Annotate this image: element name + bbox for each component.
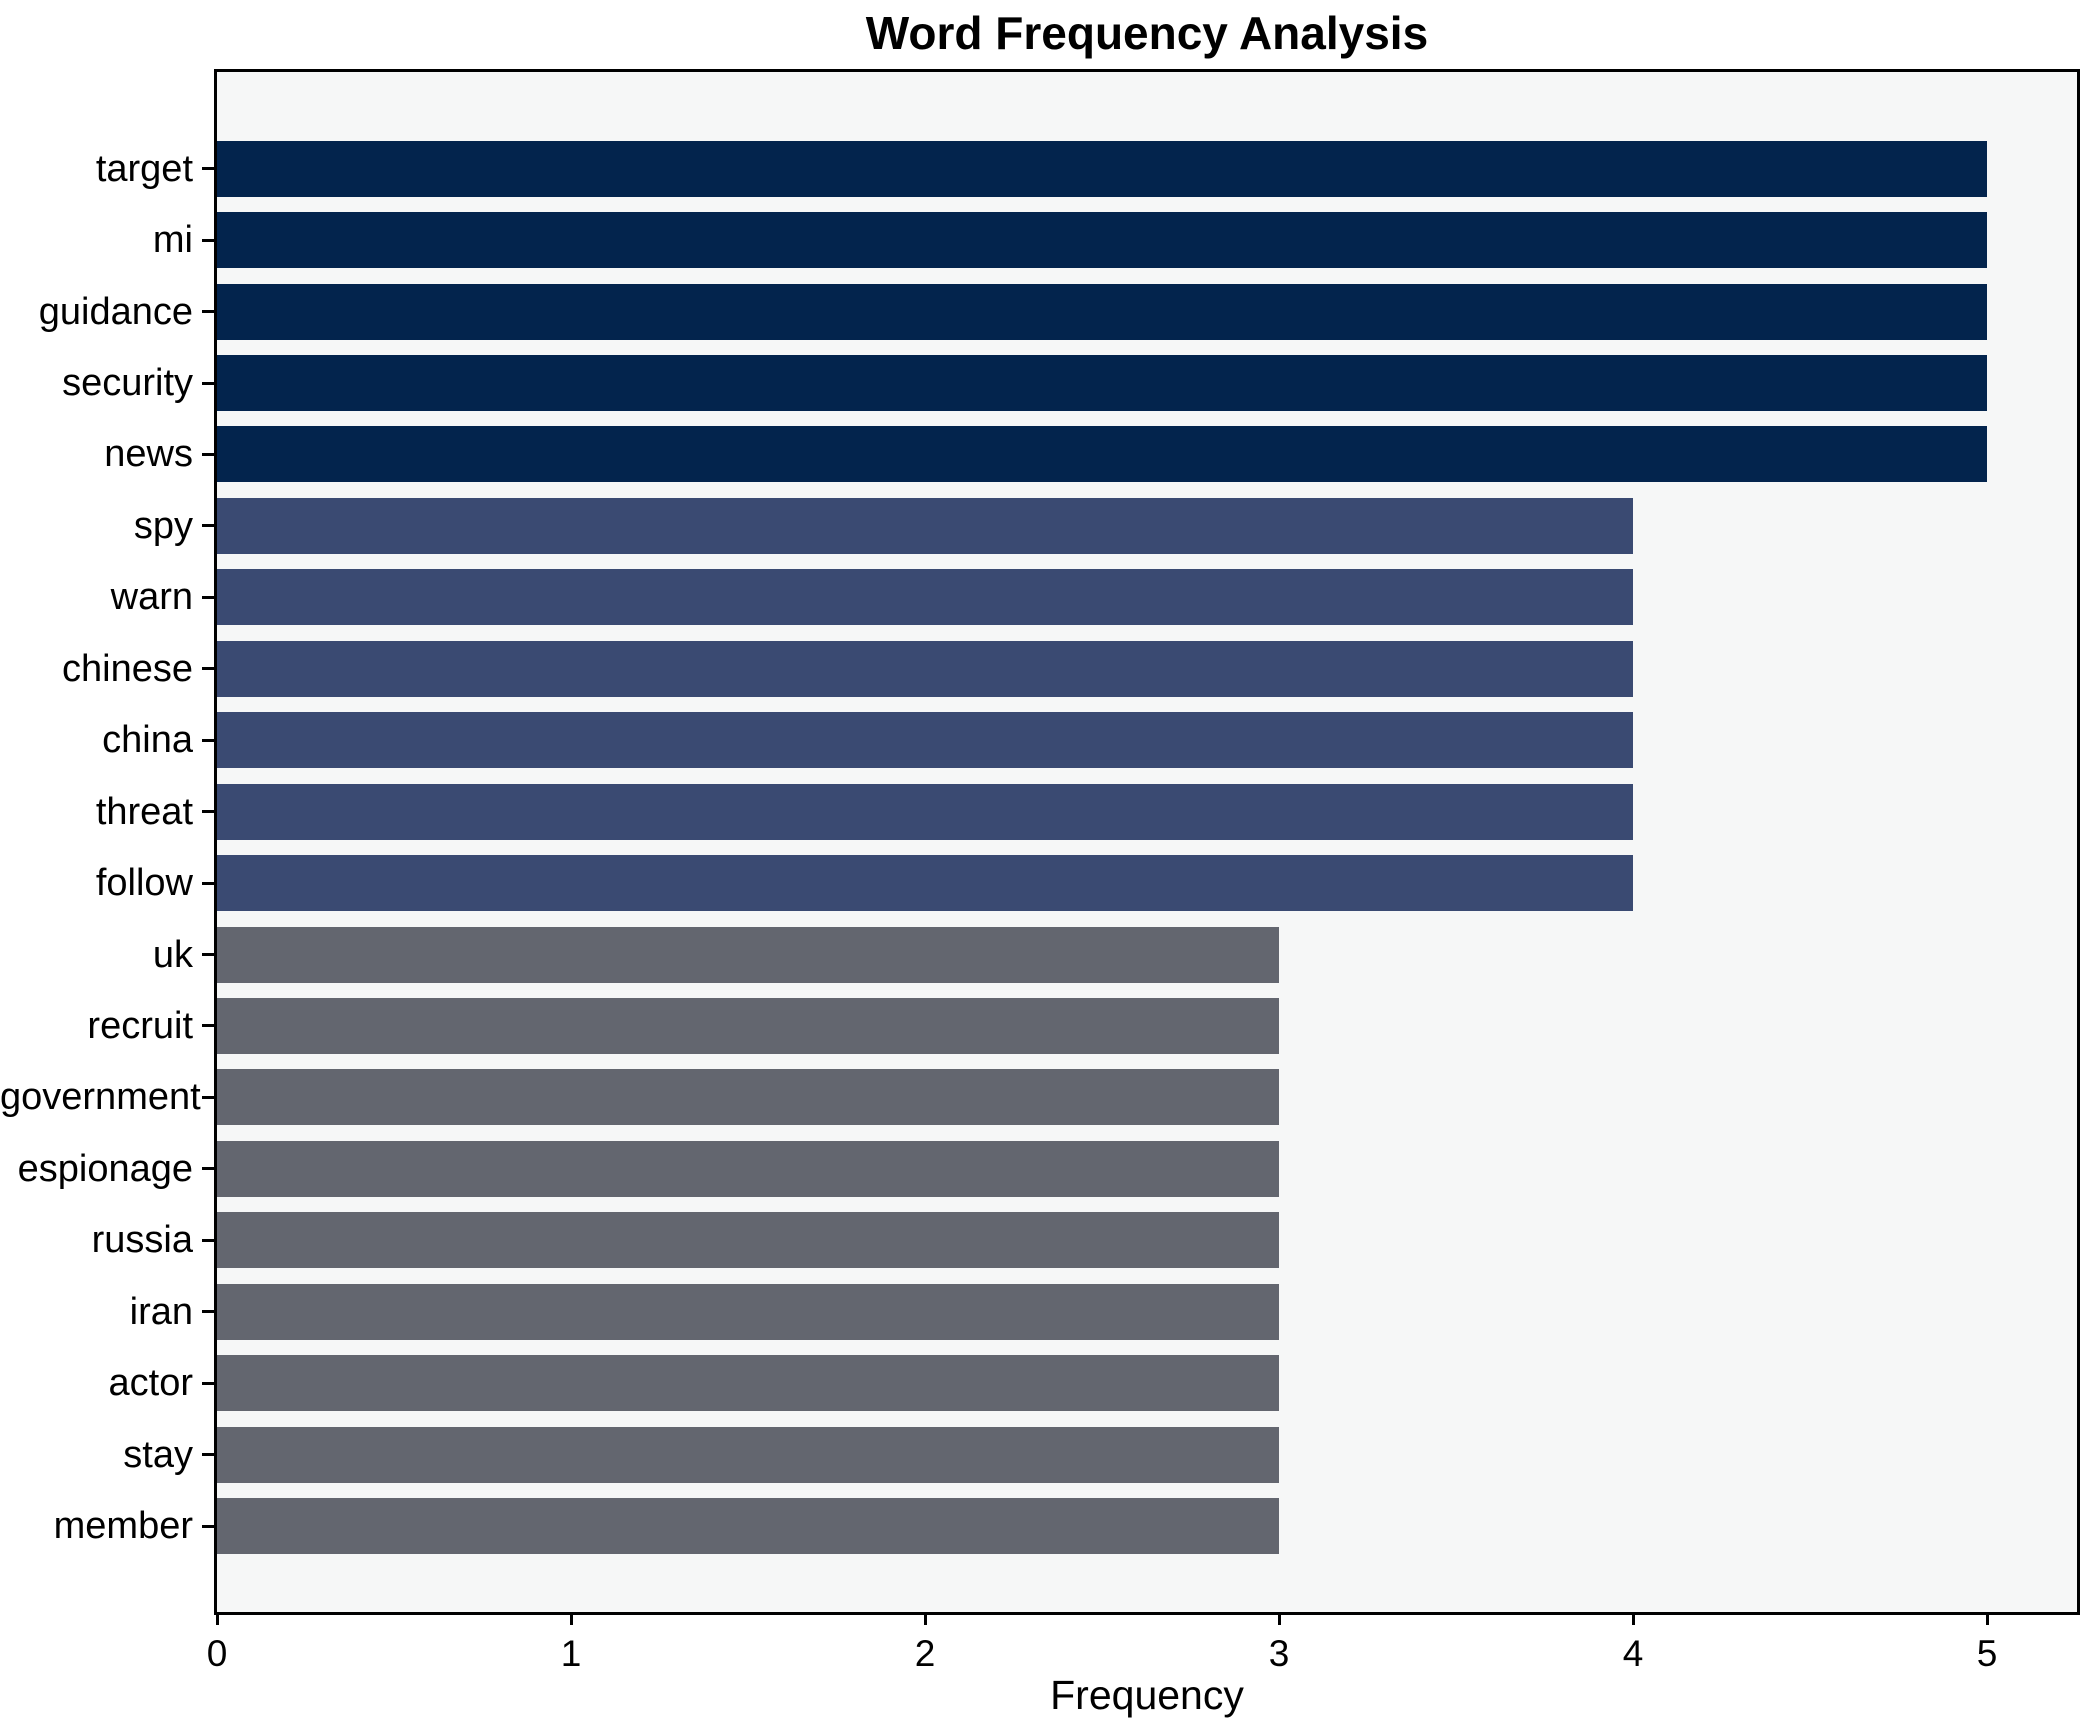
y-tick-label: government — [0, 1076, 201, 1119]
y-tick-mark — [202, 1024, 215, 1028]
y-tick-mark — [202, 667, 215, 671]
chart-title: Word Frequency Analysis — [865, 7, 1429, 59]
frequency-bar — [217, 497, 1633, 554]
frequency-bar — [217, 1140, 1279, 1197]
frequency-bar — [217, 426, 1987, 483]
y-tick-label: member — [53, 1505, 193, 1548]
frequency-bar — [217, 1498, 1279, 1555]
y-tick-mark — [202, 1524, 215, 1528]
bar-row: guidance — [0, 276, 2077, 347]
y-tick-label: recruit — [87, 1004, 193, 1047]
bar-row: mi — [0, 204, 2077, 275]
bar-row: espionage — [0, 1133, 2077, 1204]
y-tick-mark — [202, 524, 215, 528]
frequency-bar — [217, 1426, 1279, 1483]
x-tick-label: 4 — [1622, 1633, 1644, 1674]
y-tick-label: russia — [91, 1219, 193, 1262]
bar-row: uk — [0, 919, 2077, 990]
y-tick-label: actor — [108, 1362, 193, 1405]
frequency-bar — [217, 712, 1633, 769]
x-axis: 0 1 2 3 4 5 — [207, 1612, 2077, 1722]
y-tick-label: uk — [152, 933, 193, 976]
x-tick-label: 0 — [206, 1633, 228, 1674]
y-tick-mark — [202, 452, 215, 456]
y-tick-label: follow — [95, 862, 193, 905]
y-tick-label: target — [95, 147, 193, 190]
bar-row: security — [0, 347, 2077, 418]
y-tick-mark — [202, 1167, 215, 1171]
bar-row: recruit — [0, 990, 2077, 1061]
bar-row: china — [0, 705, 2077, 776]
bar-row: follow — [0, 847, 2077, 918]
bar-row: russia — [0, 1205, 2077, 1276]
y-tick-label: spy — [133, 504, 193, 547]
y-tick-label: iran — [129, 1290, 193, 1333]
bar-row: stay — [0, 1419, 2077, 1490]
bar-row: actor — [0, 1347, 2077, 1418]
bar-row: member — [0, 1490, 2077, 1561]
x-tick-label: 5 — [1976, 1633, 1998, 1674]
x-tick-mark — [569, 1612, 573, 1625]
y-tick-label: stay — [123, 1433, 193, 1476]
frequency-bar — [217, 1069, 1279, 1126]
y-tick-mark — [202, 310, 215, 314]
frequency-bar — [217, 355, 1987, 412]
y-tick-label: news — [104, 433, 193, 476]
x-axis-label: Frequency — [1050, 1672, 1244, 1718]
y-tick-label: warn — [110, 576, 193, 619]
y-tick-mark — [202, 1310, 215, 1314]
y-tick-mark — [202, 881, 215, 885]
y-tick-mark — [202, 810, 215, 814]
y-tick-mark — [202, 953, 215, 957]
x-tick-label: 2 — [914, 1633, 936, 1674]
x-tick-mark — [1985, 1612, 1989, 1625]
bar-row: spy — [0, 490, 2077, 561]
bar-row: chinese — [0, 633, 2077, 704]
frequency-bar — [217, 212, 1987, 269]
y-tick-mark — [202, 1238, 215, 1242]
y-tick-mark — [202, 381, 215, 385]
frequency-bar — [217, 569, 1633, 626]
y-tick-mark — [202, 1095, 215, 1099]
y-tick-label: guidance — [38, 290, 193, 333]
x-tick-label: 3 — [1268, 1633, 1290, 1674]
frequency-bar — [217, 855, 1633, 912]
bar-row: news — [0, 419, 2077, 490]
frequency-bar — [217, 140, 1987, 197]
frequency-bar — [217, 783, 1633, 840]
frequency-bar — [217, 283, 1987, 340]
bar-row: threat — [0, 776, 2077, 847]
x-tick-mark — [1631, 1612, 1635, 1625]
y-tick-mark — [202, 167, 215, 171]
frequency-bar — [217, 640, 1633, 697]
bar-row: warn — [0, 562, 2077, 633]
x-tick-label: 1 — [560, 1633, 582, 1674]
bar-rows-container: target mi guidance security news spy warn chine… — [0, 133, 2077, 1562]
y-tick-mark — [202, 1453, 215, 1457]
y-tick-mark — [202, 238, 215, 242]
bar-row: iran — [0, 1276, 2077, 1347]
y-tick-label: threat — [95, 790, 193, 833]
frequency-bar — [217, 926, 1279, 983]
frequency-bar — [217, 1212, 1279, 1269]
y-tick-label: china — [102, 719, 193, 762]
frequency-bar — [217, 1283, 1279, 1340]
x-tick-mark — [1277, 1612, 1281, 1625]
y-tick-label: security — [62, 362, 193, 405]
y-tick-label: espionage — [17, 1147, 193, 1190]
y-tick-label: mi — [152, 219, 193, 262]
x-tick-mark — [215, 1612, 219, 1625]
x-tick-mark — [923, 1612, 927, 1625]
bar-row: target — [0, 133, 2077, 204]
y-tick-mark — [202, 738, 215, 742]
frequency-bar — [217, 997, 1279, 1054]
frequency-bar — [217, 1355, 1279, 1412]
y-tick-mark — [202, 1381, 215, 1385]
y-tick-label: chinese — [62, 647, 193, 690]
bar-row: government — [0, 1062, 2077, 1133]
y-tick-mark — [202, 595, 215, 599]
